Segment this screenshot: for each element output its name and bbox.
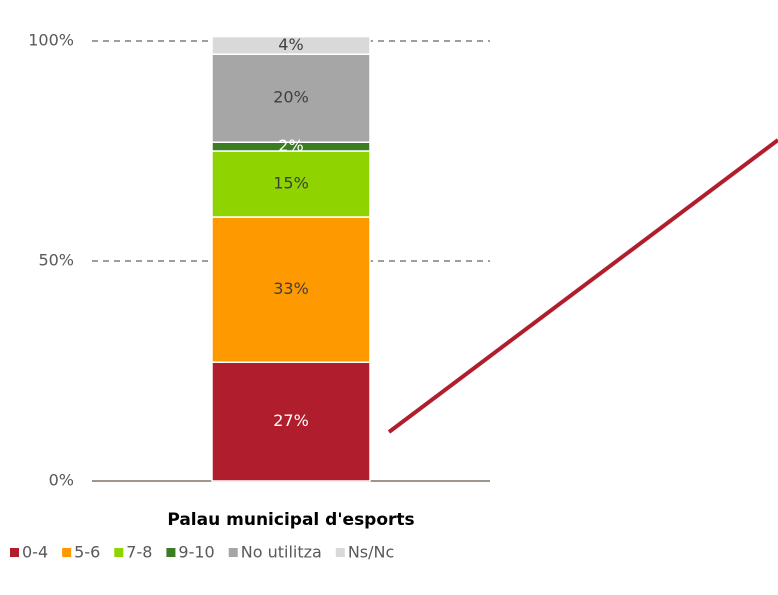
legend-label: 7-8: [126, 543, 152, 562]
bar-segment: [211, 361, 371, 482]
legend-label: No utilitza: [241, 543, 322, 562]
data-label: 2%: [278, 136, 303, 155]
legend-label: 9-10: [178, 543, 214, 562]
legend-label: 5-6: [74, 543, 100, 562]
legend-swatch: [114, 548, 124, 557]
legend-swatch: [62, 548, 72, 557]
y-tick-label: 0%: [49, 471, 74, 490]
y-tick-label: 100%: [28, 31, 74, 50]
legend-label: Ns/Nc: [348, 543, 394, 562]
bar-segment: [211, 35, 371, 55]
legend-swatch: [166, 548, 176, 557]
data-label: 20%: [273, 88, 309, 107]
legend-swatch: [335, 548, 345, 557]
data-label: 15%: [273, 174, 309, 193]
legend-label: 0-4: [22, 543, 48, 562]
y-tick-label: 50%: [38, 251, 74, 270]
data-label: 27%: [273, 411, 309, 430]
bar-segment: [211, 150, 371, 218]
legend-swatch: [10, 548, 19, 557]
data-label: 33%: [273, 279, 309, 298]
decorative-line: [387, 138, 778, 434]
data-label: 4%: [278, 35, 303, 54]
legend-swatch: [228, 548, 238, 557]
x-tick-label: Palau municipal d'esports: [167, 510, 414, 530]
bar-segment: [211, 53, 371, 143]
